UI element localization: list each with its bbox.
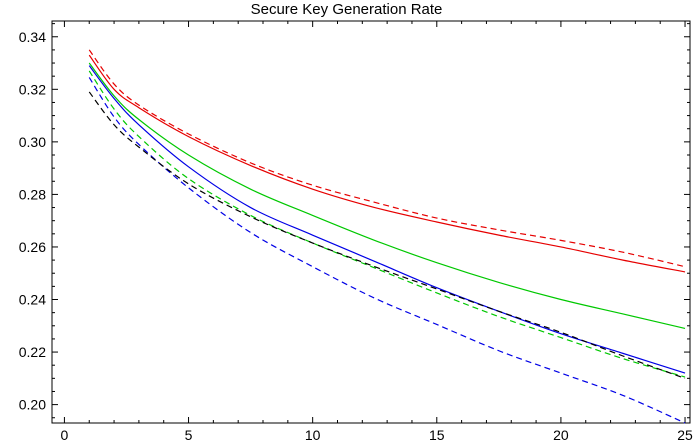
- x-tick-label: 15: [429, 427, 445, 443]
- y-tick-label: 0.34: [19, 29, 46, 45]
- series-line-0: [88, 54, 686, 273]
- series-line-1: [88, 49, 686, 268]
- y-tick-label: 0.28: [19, 186, 46, 202]
- axis-ticks: [52, 21, 690, 423]
- series-line-3: [88, 70, 686, 378]
- series-line-2: [88, 62, 686, 329]
- plot-frame: [51, 20, 691, 424]
- y-tick-label: 0.32: [19, 81, 46, 97]
- x-tick-label: 20: [553, 427, 569, 443]
- y-tick-label: 0.22: [19, 344, 46, 360]
- series-line-5: [88, 77, 686, 424]
- x-tick-label: 25: [677, 427, 693, 443]
- x-tick-label: 10: [305, 427, 321, 443]
- chart-title: Secure Key Generation Rate: [250, 1, 443, 18]
- series-group: [88, 49, 686, 424]
- y-tick-label: 0.20: [19, 397, 46, 413]
- x-tick-label: 5: [185, 427, 193, 443]
- series-line-4: [88, 65, 686, 374]
- series-line-6: [88, 91, 686, 379]
- tick-labels: 0 5 10 15 20 25 0.20 0.22 0.24 0.26 0.28 0.30 0.32 0.…: [19, 29, 693, 443]
- plot-border: [51, 20, 691, 424]
- x-tick-label: 0: [61, 427, 69, 443]
- y-tick-label: 0.24: [19, 292, 46, 308]
- y-tick-label: 0.26: [19, 239, 46, 255]
- y-tick-label: 0.30: [19, 134, 46, 150]
